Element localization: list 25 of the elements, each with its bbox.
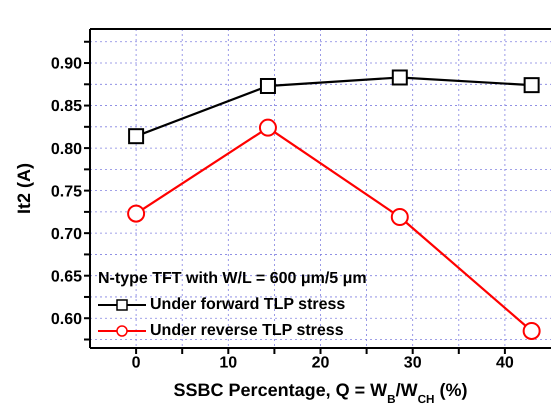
y-tick-label: 0.80 — [50, 140, 82, 158]
x-tick-label: 30 — [404, 354, 422, 372]
x-tick-label: 20 — [312, 354, 330, 372]
point — [522, 322, 541, 340]
y-tick-label: 0.85 — [50, 98, 82, 116]
x-tick-label: 10 — [219, 354, 238, 372]
y-tick-label: 0.60 — [50, 310, 82, 328]
point — [392, 69, 408, 86]
x-axis-title: SSBC Percentage, Q = W$_{B}$/W$_{CH}$ (%) — [174, 380, 468, 406]
x-tick-label: 40 — [496, 354, 514, 372]
y-axis-title: It2 (A) — [14, 163, 34, 214]
legend-label: Under forward TLP stress — [150, 295, 346, 315]
point — [260, 78, 276, 94]
point — [127, 204, 146, 223]
y-tick-label: 0.70 — [50, 226, 82, 243]
point — [524, 77, 540, 94]
y-tick-label: 0.75 — [50, 183, 82, 200]
legend-title: N-type TFT with W/L = 600 μm/5 μm — [98, 269, 367, 289]
y-tick-label: 0.65 — [50, 268, 82, 286]
y-tick-label: 0.90 — [50, 56, 82, 73]
point — [258, 118, 277, 137]
x-tick-label: 0 — [132, 354, 141, 372]
point — [128, 128, 144, 144]
point — [390, 208, 409, 226]
legend-label: Under reverse TLP stress — [150, 321, 344, 341]
